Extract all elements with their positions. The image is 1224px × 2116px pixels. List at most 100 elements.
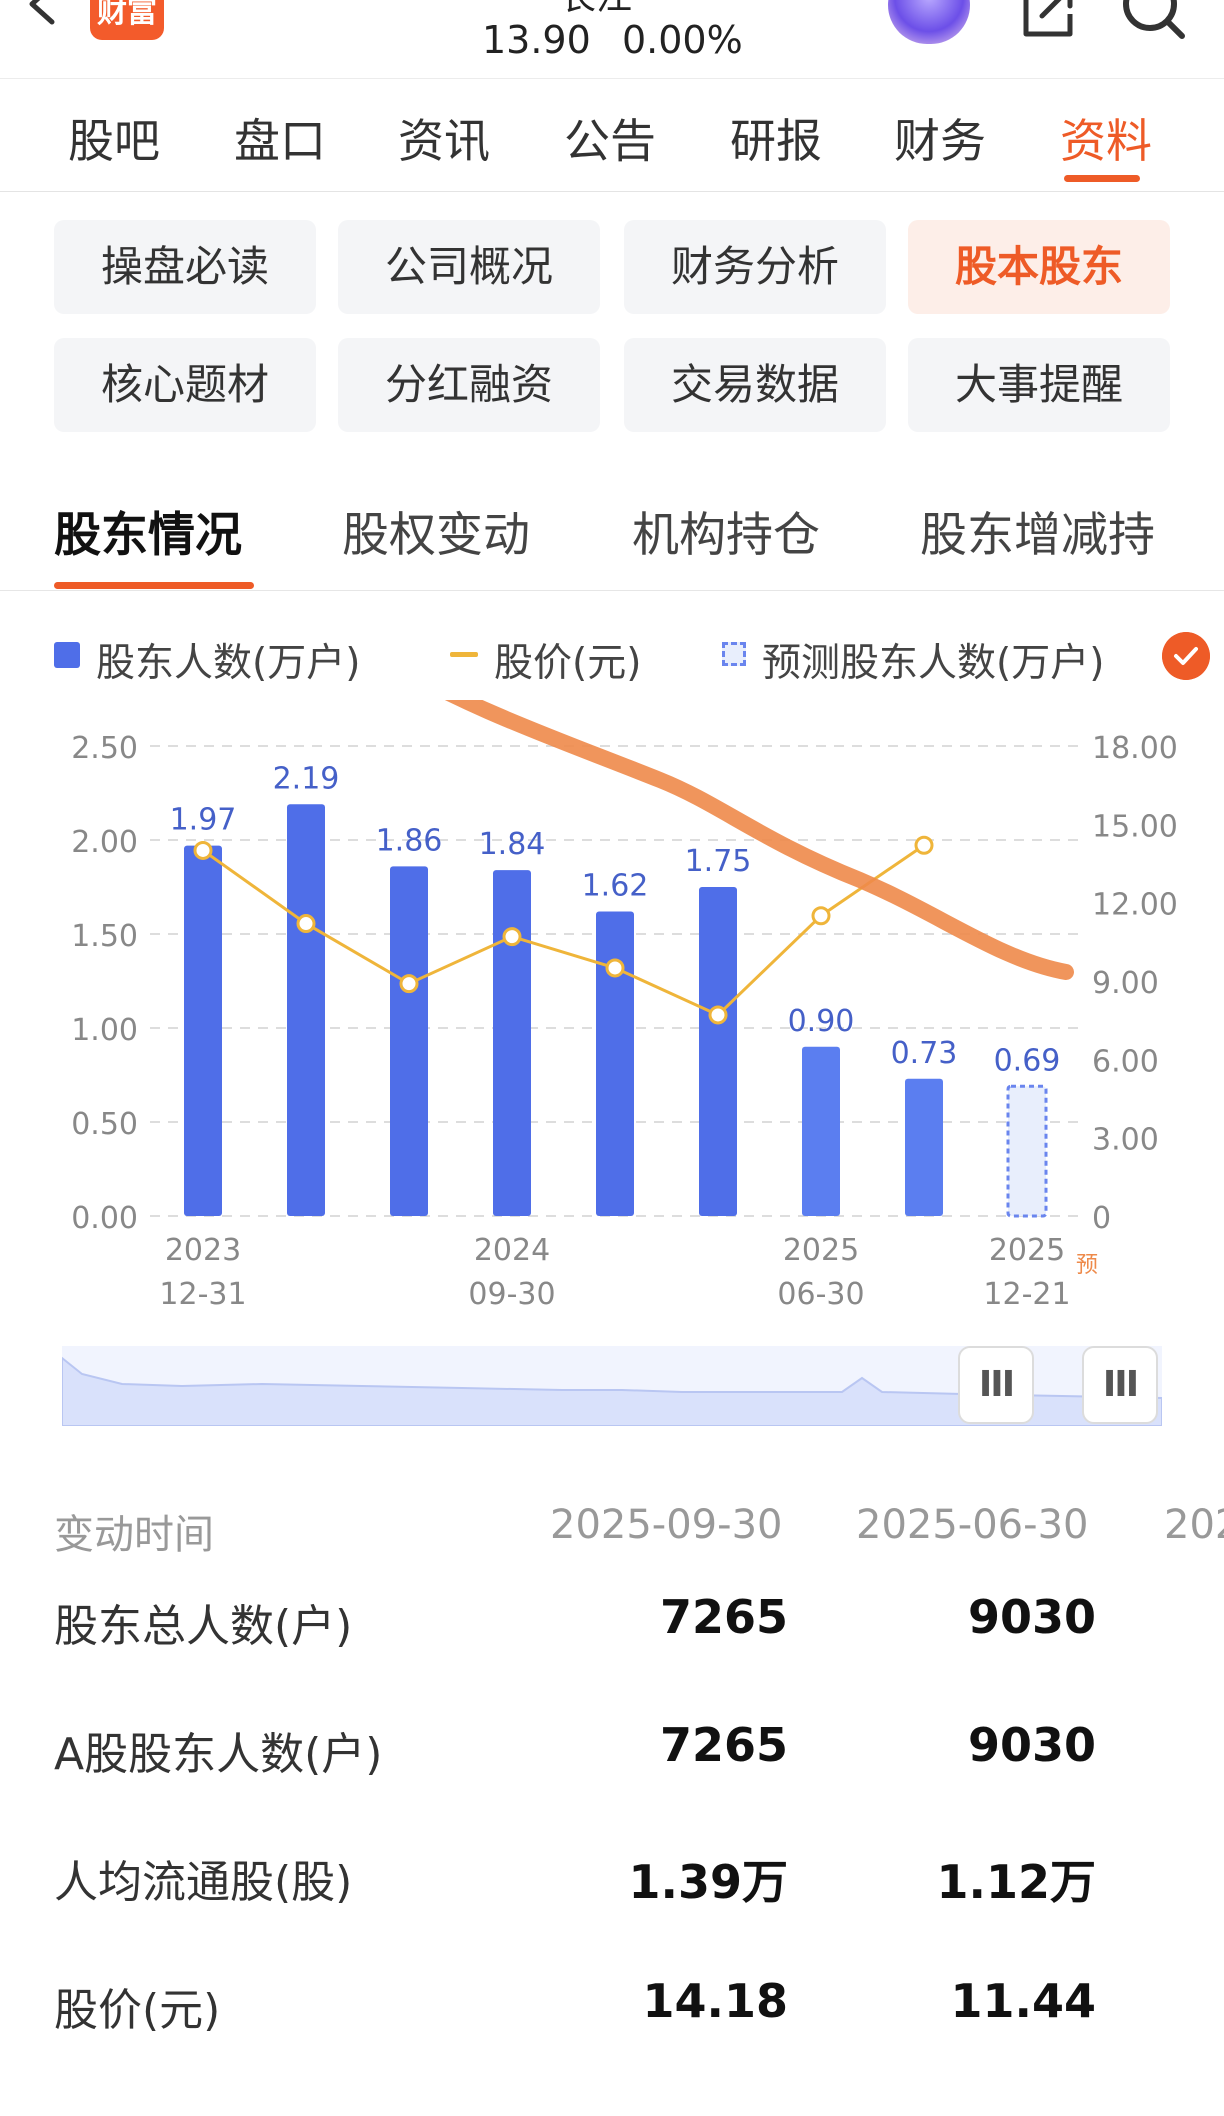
tab-finance[interactable]: 财务 xyxy=(894,114,986,168)
section-tab-equity-changes[interactable]: 股权变动 xyxy=(342,508,530,563)
bar-value-label: 0.73 xyxy=(891,1036,958,1071)
x-tick-year: 2025 xyxy=(783,1233,859,1268)
y-right-tick-label: 9.00 xyxy=(1092,966,1159,1001)
bar xyxy=(493,870,531,1216)
y-right-tick-label: 3.00 xyxy=(1092,1123,1159,1158)
x-tick-date: 12-31 xyxy=(159,1277,246,1312)
x-tick-date: 09-30 xyxy=(468,1277,555,1312)
table-row-label: 股价(元) xyxy=(54,1985,221,2036)
table-column-date: 202 xyxy=(1164,1502,1224,1548)
bar xyxy=(596,911,634,1216)
y-left-tick-label: 2.50 xyxy=(71,731,138,766)
price-point xyxy=(193,840,213,860)
price-line xyxy=(202,843,925,1017)
slider-left-handle[interactable]: III xyxy=(958,1346,1034,1424)
predicted-bar xyxy=(1006,1084,1048,1218)
table-row-label: 股东总人数(户) xyxy=(54,1601,353,1652)
table-header-label: 变动时间 xyxy=(54,1512,214,1558)
legend-predicted-swatch xyxy=(722,642,746,666)
legend-bars-label[interactable]: 股东人数(万户) xyxy=(96,641,361,686)
legend-bar-swatch xyxy=(54,642,80,668)
legend-line-label[interactable]: 股价(元) xyxy=(494,641,642,686)
bar-value-label: 1.75 xyxy=(685,844,752,879)
bar-value-label: 1.97 xyxy=(170,803,237,838)
bar xyxy=(287,804,325,1216)
divider xyxy=(0,590,1224,591)
bar-value-label: 1.86 xyxy=(376,823,443,858)
y-right-tick-label: 15.00 xyxy=(1092,809,1178,844)
submenu-core-themes[interactable]: 核心题材 xyxy=(54,338,316,432)
price-point xyxy=(296,914,316,934)
chart-range-slider[interactable]: III III xyxy=(62,1346,1162,1426)
tab-pankou[interactable]: 盘口 xyxy=(234,114,326,168)
top-header: 财富 长江 13.90 0.00% xyxy=(0,0,1224,78)
legend-predicted-label[interactable]: 预测股东人数(万户) xyxy=(762,641,1105,686)
submenu-trading-data[interactable]: 交易数据 xyxy=(624,338,886,432)
table-row-label: A股股东人数(户) xyxy=(54,1729,383,1780)
y-left-tick-label: 0.00 xyxy=(71,1201,138,1236)
tab-research[interactable]: 研报 xyxy=(730,114,822,168)
bar-value-label: 2.19 xyxy=(273,761,340,796)
tab-guba[interactable]: 股吧 xyxy=(68,114,160,168)
main-tab-bar: 股吧 盘口 资讯 公告 研报 财务 资料 xyxy=(0,78,1224,192)
bar xyxy=(390,866,428,1216)
submenu-financial-analysis[interactable]: 财务分析 xyxy=(624,220,886,314)
bar xyxy=(802,1046,840,1216)
price-point xyxy=(914,835,934,855)
bar-value-label: 1.84 xyxy=(479,827,546,862)
price-point xyxy=(399,974,419,994)
submenu-major-events[interactable]: 大事提醒 xyxy=(908,338,1170,432)
active-tab-indicator xyxy=(1064,175,1140,182)
y-left-tick-label: 2.00 xyxy=(71,825,138,860)
table-column-date: 2025-06-30 xyxy=(856,1502,1089,1548)
stock-change: 0.00% xyxy=(622,18,743,62)
tab-news[interactable]: 资讯 xyxy=(398,114,490,168)
tab-profile[interactable]: 资料 xyxy=(1060,114,1152,168)
y-left-tick-label: 1.00 xyxy=(71,1013,138,1048)
bar-value-label: 0.90 xyxy=(788,1004,855,1039)
submenu-trading-guide[interactable]: 操盘必读 xyxy=(54,220,316,314)
submenu-company-overview[interactable]: 公司概况 xyxy=(338,220,600,314)
x-tick-year: 2023 xyxy=(165,1233,241,1268)
slider-right-handle[interactable]: III xyxy=(1082,1346,1158,1424)
table-cell: 14.18 xyxy=(642,1974,788,2028)
search-icon[interactable] xyxy=(1118,0,1188,44)
bar-value-label: 1.62 xyxy=(582,868,649,903)
section-tab-indicator xyxy=(54,582,254,589)
submenu-dividends-financing[interactable]: 分红融资 xyxy=(338,338,600,432)
bar xyxy=(184,845,222,1216)
x-tick-year: 2025 xyxy=(989,1233,1065,1268)
stock-price: 13.90 xyxy=(482,18,591,62)
table-cell: 11.44 xyxy=(950,1974,1096,2028)
brand-logo: 财富 xyxy=(90,0,164,40)
y-left-tick-label: 0.50 xyxy=(71,1107,138,1142)
back-icon[interactable] xyxy=(22,0,66,26)
bar xyxy=(699,887,737,1216)
table-cell: 7265 xyxy=(659,1718,788,1772)
table-cell: 9030 xyxy=(967,1590,1096,1644)
submenu-share-capital[interactable]: 股本股东 xyxy=(908,220,1170,314)
y-right-tick-label: 12.00 xyxy=(1092,888,1178,923)
x-tick-date: 06-30 xyxy=(777,1277,864,1312)
legend-line-swatch xyxy=(450,652,478,657)
section-tab-holding-changes[interactable]: 股东增减持 xyxy=(920,508,1155,563)
price-point xyxy=(708,1005,728,1025)
share-icon[interactable] xyxy=(1012,0,1080,40)
section-tab-shareholders[interactable]: 股东情况 xyxy=(54,508,242,563)
predicted-tag: 预 xyxy=(1076,1253,1098,1278)
annotation-stroke xyxy=(444,700,1074,980)
bar xyxy=(905,1078,943,1216)
check-icon[interactable] xyxy=(1162,632,1210,680)
tab-announcements[interactable]: 公告 xyxy=(564,114,656,168)
section-tab-institutions[interactable]: 机构持仓 xyxy=(632,508,820,563)
table-column-date: 2025-09-30 xyxy=(550,1502,783,1548)
bar-value-label: 0.69 xyxy=(994,1043,1061,1078)
price-point xyxy=(605,958,625,978)
robot-assistant-icon[interactable] xyxy=(888,0,970,44)
table-cell: 1.39万 xyxy=(628,1855,789,1909)
y-left-tick-label: 1.50 xyxy=(71,919,138,954)
stock-name: 长江 xyxy=(560,0,632,20)
price-point xyxy=(502,927,522,947)
y-right-tick-label: 0 xyxy=(1092,1201,1111,1236)
shareholder-chart: 0.00 0.50 1.00 1.50 2.00 2.50 0 3.00 6.00 9.00 12.… xyxy=(71,700,1178,1312)
